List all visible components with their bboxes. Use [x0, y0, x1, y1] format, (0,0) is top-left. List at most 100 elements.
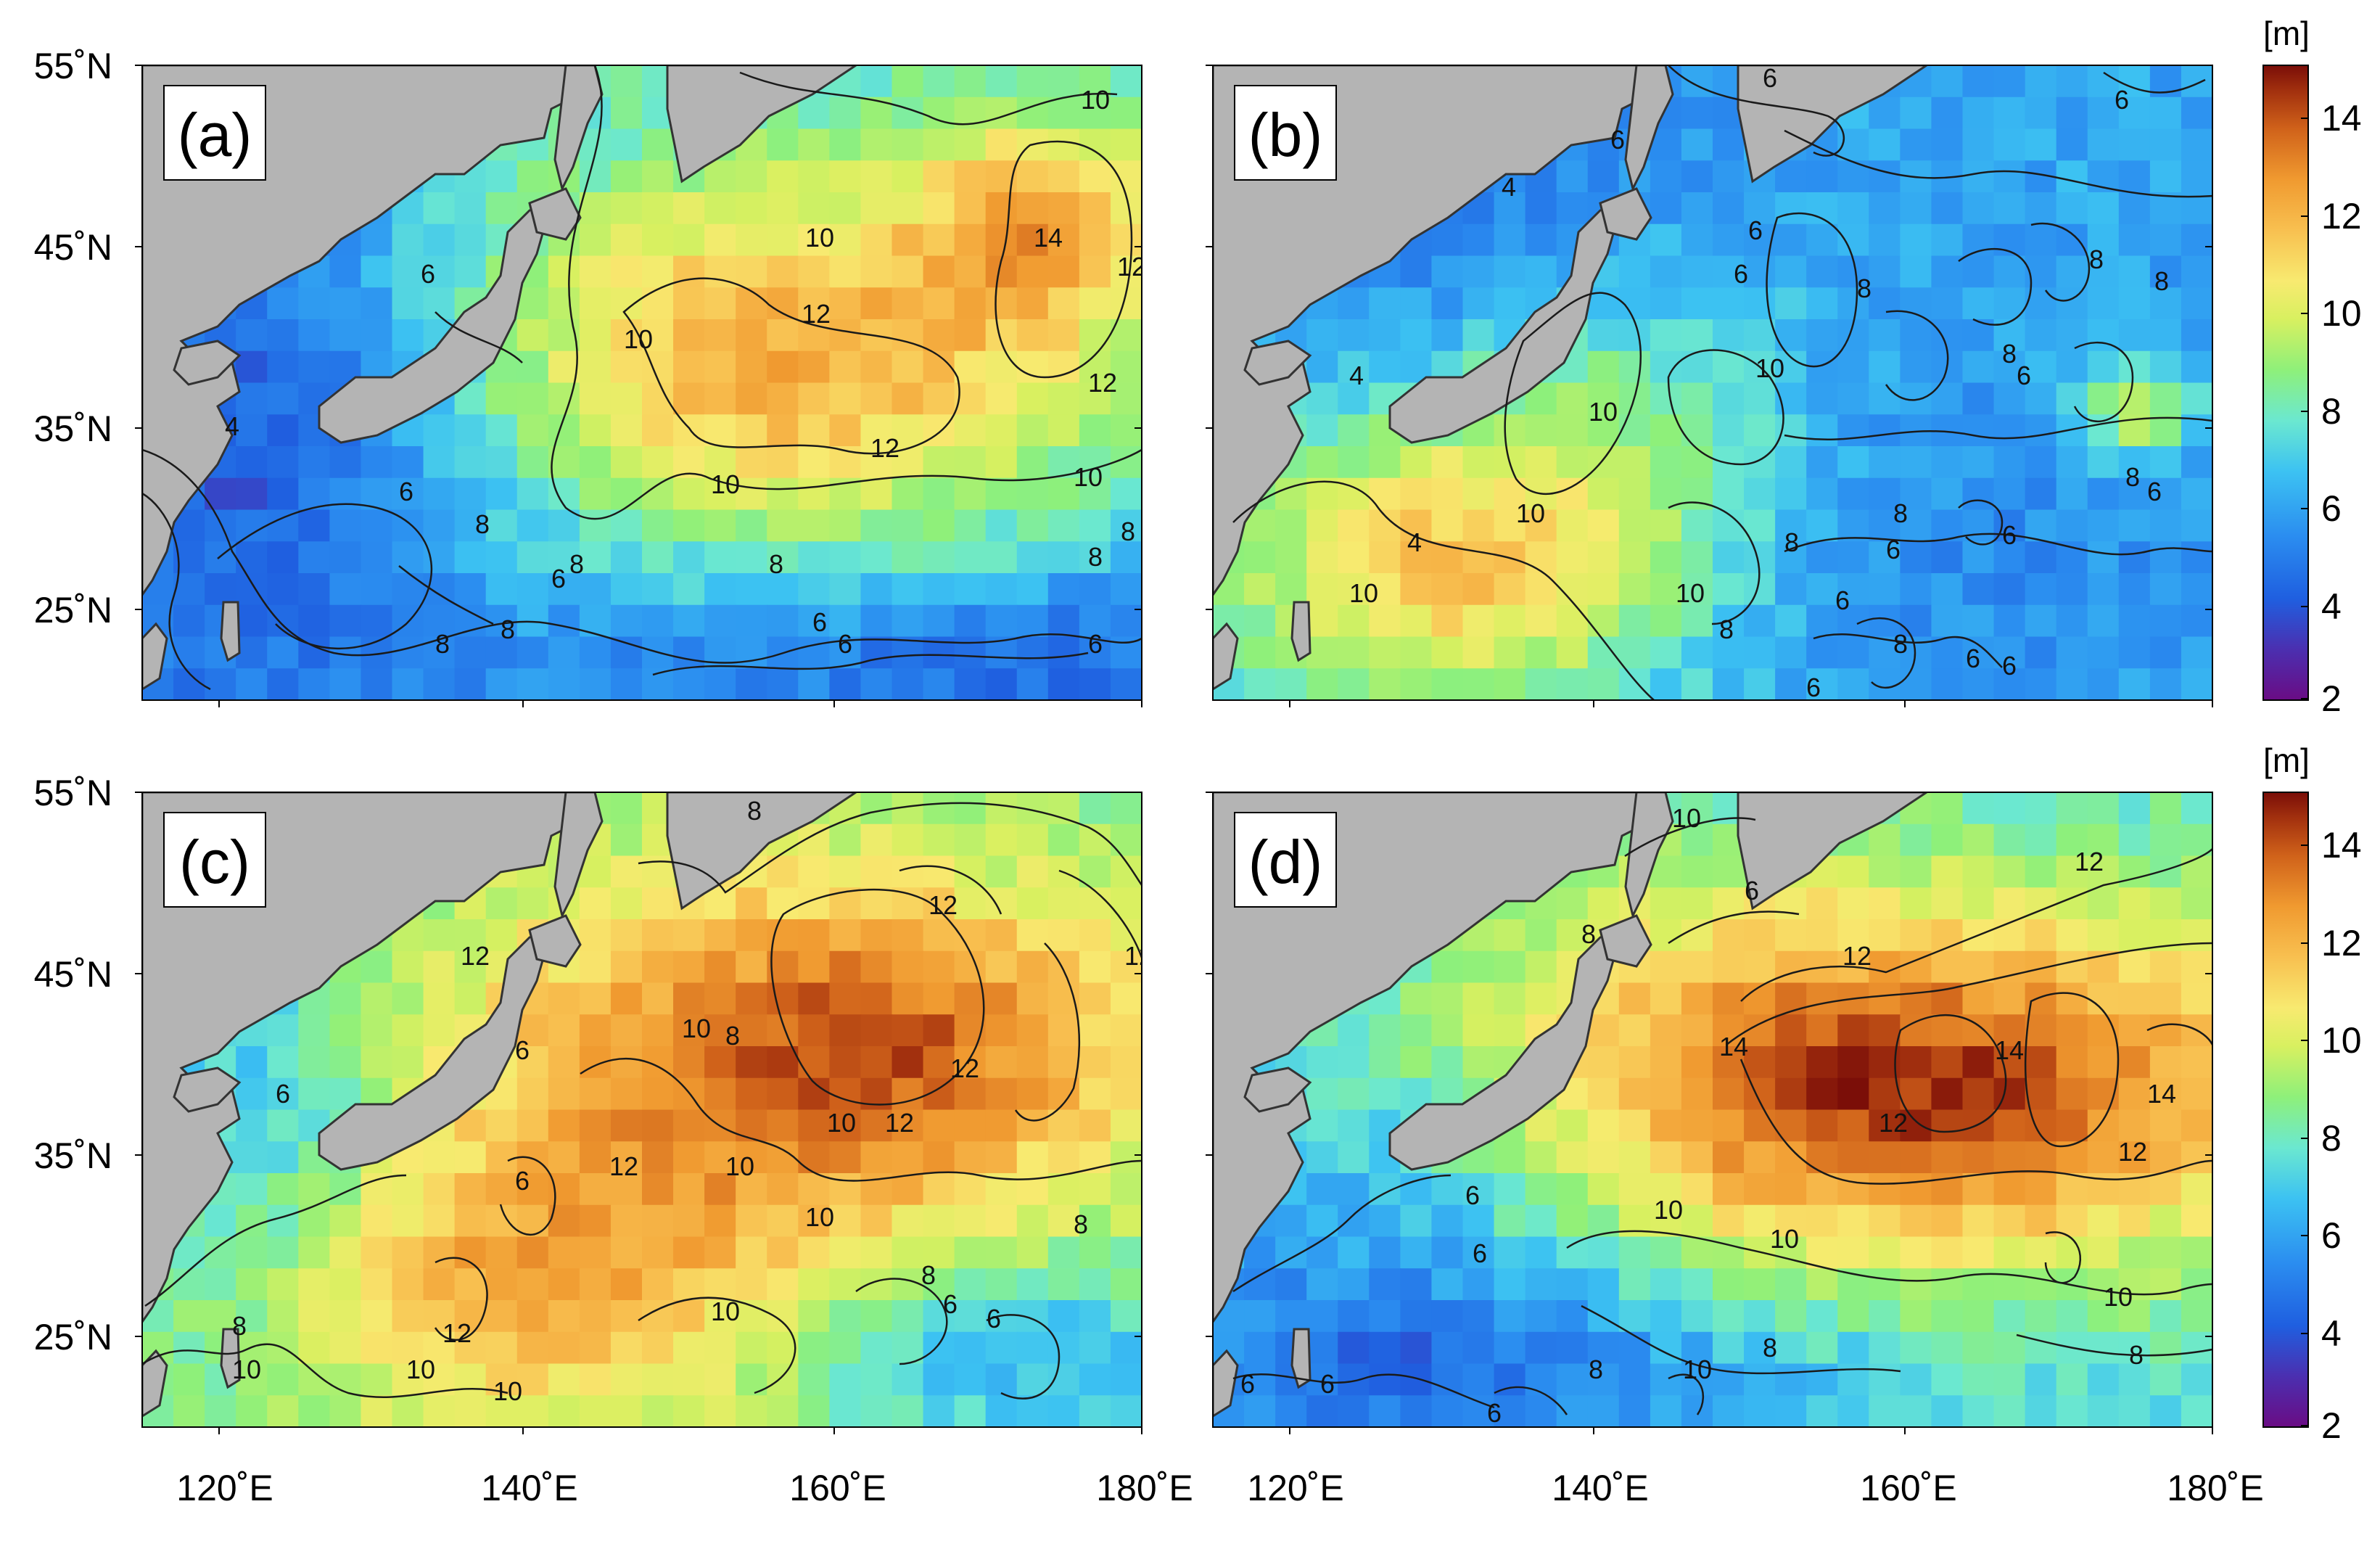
- grid-cell: [1306, 636, 1339, 670]
- grid-cell: [329, 1046, 362, 1079]
- grid-cell: [454, 255, 487, 289]
- grid-cell: [1869, 96, 1901, 130]
- grid-cell: [1931, 1268, 1964, 1301]
- grid-cell: [516, 382, 549, 416]
- grid-cell: [2056, 573, 2088, 606]
- grid-cell: [1869, 192, 1901, 225]
- grid-cell: [798, 668, 831, 700]
- grid-cell: [1369, 1331, 1401, 1365]
- grid-cell: [923, 223, 955, 257]
- contour-label: 8: [1893, 498, 1908, 528]
- grid-cell: [267, 1204, 300, 1238]
- grid-cell: [516, 636, 549, 670]
- grid-cell: [1369, 319, 1401, 352]
- grid-cell: [860, 446, 893, 479]
- grid-cell: [1525, 255, 1557, 289]
- grid-cell: [1369, 1204, 1401, 1238]
- contour-label: 12: [2118, 1137, 2147, 1167]
- grid-cell: [1681, 223, 1713, 257]
- contour-label: 6: [943, 1289, 958, 1319]
- grid-cell: [923, 573, 955, 606]
- contour-label: 6: [515, 1166, 530, 1196]
- grid-cell: [923, 1204, 955, 1238]
- grid-cell: [1338, 1363, 1370, 1397]
- grid-cell: [1900, 1046, 1932, 1079]
- grid-cell: [798, 382, 831, 416]
- grid-cell: [485, 636, 518, 670]
- grid-cell: [1338, 1300, 1370, 1333]
- grid-cell: [516, 1077, 549, 1111]
- grid-cell: [267, 573, 300, 606]
- grid-cell: [1713, 1331, 1745, 1365]
- grid-cell: [1962, 792, 1995, 825]
- grid-cell: [985, 382, 1018, 416]
- grid-cell: [1618, 1046, 1651, 1079]
- grid-cell: [1047, 1395, 1080, 1427]
- grid-cell: [1338, 541, 1370, 574]
- grid-cell: [2149, 1363, 2182, 1397]
- grid-cell: [1587, 887, 1620, 920]
- grid-cell: [1650, 982, 1682, 1016]
- grid-cell: [1869, 1268, 1901, 1301]
- grid-cell: [2025, 823, 2057, 857]
- grid-cell: [1016, 604, 1049, 638]
- grid-cell: [892, 287, 924, 320]
- grid-cell: [2056, 668, 2088, 700]
- grid-cell: [1110, 1077, 1142, 1111]
- grid-cell: [1494, 1141, 1526, 1174]
- grid-cell: [548, 287, 580, 320]
- grid-cell: [1869, 1300, 1901, 1333]
- grid-cell: [2181, 1077, 2212, 1111]
- grid-cell: [1016, 446, 1049, 479]
- grid-cell: [2056, 287, 2088, 320]
- grid-cell: [2118, 1300, 2151, 1333]
- grid-cell: [423, 414, 456, 447]
- grid-cell: [423, 223, 456, 257]
- grid-cell: [1047, 1109, 1080, 1143]
- grid-cell: [1681, 887, 1713, 920]
- grid-cell: [236, 414, 268, 447]
- grid-cell: [1369, 1173, 1401, 1206]
- grid-cell: [798, 160, 831, 193]
- grid-cell: [1047, 1236, 1080, 1270]
- contour-label: 10: [711, 469, 740, 499]
- grid-cell: [1744, 414, 1776, 447]
- grid-cell: [1079, 668, 1111, 700]
- grid-cell: [2087, 1363, 2120, 1397]
- grid-cell: [298, 668, 331, 700]
- grid-cell: [1556, 604, 1589, 638]
- grid-cell: [1079, 1395, 1111, 1427]
- grid-cell: [548, 668, 580, 700]
- grid-cell: [2056, 160, 2088, 193]
- grid-cell: [361, 950, 393, 984]
- grid-cell: [298, 1173, 331, 1206]
- grid-cell: [985, 1014, 1018, 1047]
- grid-cell: [1400, 573, 1433, 606]
- grid-cell: [1556, 541, 1589, 574]
- grid-cell: [829, 509, 862, 543]
- grid-cell: [1775, 1014, 1807, 1047]
- grid-cell: [1962, 604, 1995, 638]
- grid-cell: [1016, 1141, 1049, 1174]
- grid-cell: [485, 668, 518, 700]
- grid-cell: [2056, 96, 2088, 130]
- grid-cell: [1462, 668, 1495, 700]
- grid-cell: [1400, 319, 1433, 352]
- grid-cell: [548, 1268, 580, 1301]
- grid-cell: [1993, 350, 2026, 384]
- grid-cell: [236, 350, 268, 384]
- grid-cell: [704, 541, 736, 574]
- grid-cell: [1681, 1395, 1713, 1427]
- grid-cell: [642, 604, 674, 638]
- grid-cell: [1110, 573, 1142, 606]
- grid-cell: [298, 350, 331, 384]
- grid-cell: [1900, 350, 1932, 384]
- grid-cell: [236, 319, 268, 352]
- grid-cell: [1275, 509, 1307, 543]
- grid-cell: [1306, 1141, 1339, 1174]
- grid-cell: [1047, 792, 1080, 825]
- grid-cell: [485, 887, 518, 920]
- grid-cell: [1618, 1331, 1651, 1365]
- grid-cell: [1744, 1173, 1776, 1206]
- grid-cell: [767, 477, 799, 511]
